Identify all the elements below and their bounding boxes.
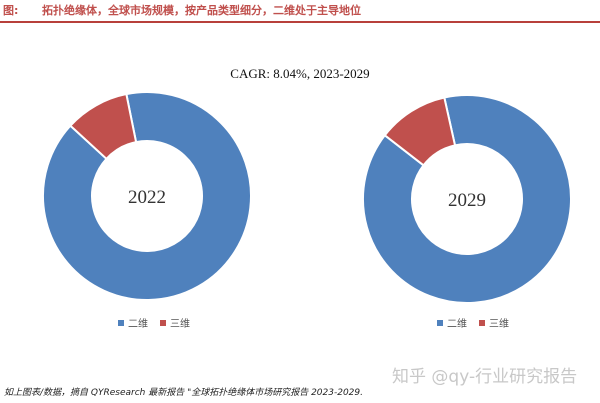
figure-title: 拓扑绝缘体，全球市场规模，按产品类型细分，二维处于主导地位 xyxy=(42,4,361,17)
slice-2022-2d xyxy=(42,91,252,301)
legend-swatch xyxy=(437,319,443,326)
legend-swatch xyxy=(479,319,485,326)
legend-item-3d: 三维 xyxy=(160,315,190,330)
legend-item-3d: 三维 xyxy=(479,315,509,330)
legend-label: 二维 xyxy=(128,319,148,330)
slice-2029-3d xyxy=(383,96,457,167)
legend-swatch xyxy=(118,319,124,326)
legend-label: 二维 xyxy=(447,319,467,330)
cagr-subtitle: CAGR: 8.04%, 2023-2029 xyxy=(230,66,370,81)
figure-label: 图: xyxy=(3,4,19,17)
figure-header: 图: 拓扑绝缘体，全球市场规模，按产品类型细分，二维处于主导地位 xyxy=(0,0,600,23)
watermark: 知乎 @qy-行业研究报告 xyxy=(392,367,578,387)
slice-2029-2d xyxy=(362,94,572,304)
legend-item-2d: 二维 xyxy=(118,315,148,330)
donut-center-label-2022: 2022 xyxy=(128,187,166,208)
slice-2022-3d xyxy=(68,92,138,161)
donut-center-label-2029: 2029 xyxy=(448,190,486,211)
source-note: 如上图表/数据，摘自 QYResearch 最新报告 "全球拓扑绝缘体市场研究报… xyxy=(4,388,363,398)
legend-item-2d: 二维 xyxy=(437,315,467,330)
legend-swatch xyxy=(160,319,166,326)
legend-2022: 二维 三维 xyxy=(118,315,202,330)
legend-2029: 二维 三维 xyxy=(437,315,521,330)
legend-label: 三维 xyxy=(170,319,190,330)
legend-label: 三维 xyxy=(489,319,509,330)
